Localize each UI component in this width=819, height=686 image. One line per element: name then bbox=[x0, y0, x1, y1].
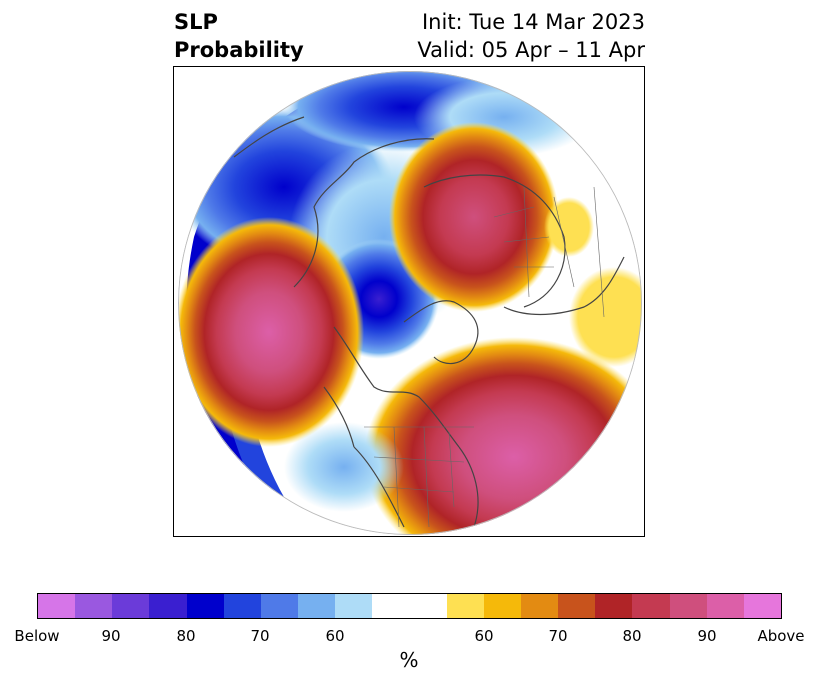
date-info: Init: Tue 14 Mar 2023 Valid: 05 Apr – 11… bbox=[417, 8, 645, 64]
init-date: Init: Tue 14 Mar 2023 bbox=[421, 10, 645, 34]
colorbar-ticks: Below 90 80 70 60 60 70 80 90 Above bbox=[0, 627, 819, 647]
above-west bbox=[178, 217, 364, 447]
colorbar-below-segment bbox=[335, 594, 373, 618]
tick-below: Below bbox=[14, 627, 60, 645]
colorbar-below-segment bbox=[260, 594, 299, 618]
borders bbox=[364, 186, 605, 528]
title-line-slp: SLP bbox=[174, 10, 218, 34]
colorbar-above-segment bbox=[558, 594, 596, 618]
coastlines bbox=[233, 116, 625, 528]
colorbar-above-segment bbox=[483, 594, 522, 618]
valid-range: Valid: 05 Apr – 11 Apr bbox=[417, 38, 645, 62]
tick-below-80: 80 bbox=[176, 627, 196, 645]
title-line-probability: Probability bbox=[174, 38, 304, 62]
colorbar-below-segment bbox=[223, 594, 261, 618]
colorbar-unit: % bbox=[399, 648, 419, 672]
colorbar-above-segment bbox=[521, 594, 559, 618]
colorbar-below-segment bbox=[149, 594, 187, 618]
colorbar-below-segment bbox=[298, 594, 336, 618]
tick-above-80: 80 bbox=[622, 627, 642, 645]
colorbar-neutral-segment bbox=[372, 594, 447, 618]
above-east-fringe bbox=[569, 267, 642, 367]
colorbar-above-segment bbox=[632, 594, 670, 618]
map-title: SLP Probability bbox=[174, 8, 304, 64]
above-northeast-fringe bbox=[544, 197, 594, 257]
probability-map bbox=[178, 71, 642, 535]
colorbar-above-segment bbox=[743, 594, 782, 618]
colorbar-below-segment bbox=[186, 594, 224, 618]
tick-below-70: 70 bbox=[250, 627, 270, 645]
tick-above-70: 70 bbox=[548, 627, 568, 645]
colorbar-above-segment bbox=[446, 594, 484, 618]
colorbar-above-segment bbox=[706, 594, 744, 618]
tick-below-90: 90 bbox=[101, 627, 121, 645]
tick-above: Above bbox=[757, 627, 805, 645]
colorbar-above-segment bbox=[595, 594, 633, 618]
tick-above-90: 90 bbox=[697, 627, 717, 645]
tick-below-60: 60 bbox=[325, 627, 345, 645]
tick-above-60: 60 bbox=[474, 627, 494, 645]
colorbar-below-segment bbox=[112, 594, 150, 618]
probability-colorbar bbox=[37, 593, 782, 619]
map-panel bbox=[173, 66, 645, 537]
above-northeast bbox=[389, 122, 559, 312]
below-southwest bbox=[284, 422, 404, 512]
map-disc bbox=[178, 71, 642, 535]
colorbar-below-segment bbox=[38, 594, 76, 618]
colorbar-above-segment bbox=[669, 594, 707, 618]
colorbar-below-segment bbox=[75, 594, 113, 618]
